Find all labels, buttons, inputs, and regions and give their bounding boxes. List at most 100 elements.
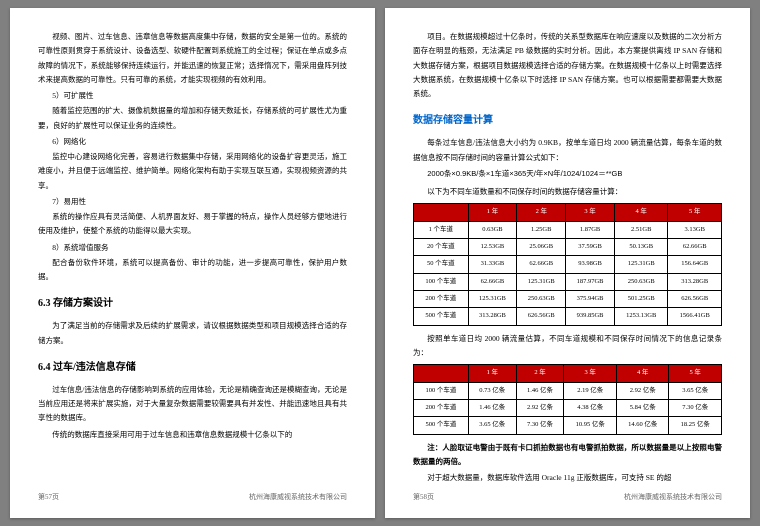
table-row: 500 个车道3.65 亿条7.30 亿条10.95 亿条14.60 亿条18.… bbox=[414, 417, 722, 434]
table-header: 5 年 bbox=[669, 365, 722, 382]
table-cell: 1566.41GB bbox=[668, 308, 722, 325]
table-cell: 2.51GB bbox=[614, 221, 668, 238]
table-header: 4 年 bbox=[616, 365, 669, 382]
table-header: 2 年 bbox=[516, 365, 564, 382]
table-cell: 2.92 亿条 bbox=[616, 382, 669, 399]
table-header: 1 年 bbox=[468, 204, 517, 221]
capacity-table-1: 1 年2 年3 年4 年5 年 1 个车道0.63GB1.25GB1.87GB2… bbox=[413, 203, 722, 325]
table-cell: 250.63GB bbox=[614, 273, 668, 290]
heading-storage: 数据存储容量计算 bbox=[413, 111, 722, 130]
para-63: 为了满足当前的存储需求及后续的扩展需求，请议根据数据类型和项目规模选择合适的存储… bbox=[38, 319, 347, 348]
table-cell: 25.06GB bbox=[517, 238, 566, 255]
table-cell: 1 个车道 bbox=[414, 221, 469, 238]
table-cell: 939.85GB bbox=[566, 308, 615, 325]
para-r3: 按照单车道日均 2000 辆流量估算，不同车道规模和不同保存时间情况下的信息记录… bbox=[413, 332, 722, 361]
table-cell: 1.87GB bbox=[566, 221, 615, 238]
table-cell: 2.19 亿条 bbox=[564, 382, 617, 399]
table-cell: 125.31GB bbox=[517, 273, 566, 290]
table-cell: 100 个车道 bbox=[414, 382, 469, 399]
table-cell: 1253.13GB bbox=[614, 308, 668, 325]
table-row: 50 个车道31.33GB62.66GB93.98GB125.31GB156.6… bbox=[414, 256, 722, 273]
table-cell: 100 个车道 bbox=[414, 273, 469, 290]
para-64b: 传统的数据库直接采用可用于过车信息和违章信息数据规模十亿条以下的 bbox=[38, 428, 347, 442]
table-cell: 250.63GB bbox=[517, 290, 566, 307]
table-header: 2 年 bbox=[517, 204, 566, 221]
table-header bbox=[414, 204, 469, 221]
table-cell: 18.25 亿条 bbox=[669, 417, 722, 434]
table-row: 20 个车道12.53GB25.06GB37.59GB50.13GB62.66G… bbox=[414, 238, 722, 255]
point-body: 系统的操作应具有灵活简便、人机界面友好、易于掌握的特点，操作人员经够方便地进行使… bbox=[38, 210, 347, 239]
table-cell: 313.28GB bbox=[668, 273, 722, 290]
table-cell: 20 个车道 bbox=[414, 238, 469, 255]
table-row: 200 个车道1.46 亿条2.92 亿条4.38 亿条5.84 亿条7.30 … bbox=[414, 399, 722, 416]
table-cell: 1.46 亿条 bbox=[468, 399, 516, 416]
table-header: 5 年 bbox=[668, 204, 722, 221]
point-body: 随着监控范围的扩大、摄像机数据量的增加和存储天数延长，存储系统的可扩展性尤为重要… bbox=[38, 104, 347, 133]
table-cell: 501.25GB bbox=[614, 290, 668, 307]
page-left: 视频、图片、过车信息、违章信息等数据高度集中存储，数据的安全是第一位的。系统的可… bbox=[10, 8, 375, 518]
table-cell: 187.97GB bbox=[566, 273, 615, 290]
capacity-table-2: 1 年2 年3 年4 年5 年 100 个车道0.73 亿条1.46 亿条2.1… bbox=[413, 364, 722, 434]
table-cell: 626.56GB bbox=[668, 290, 722, 307]
table-cell: 93.98GB bbox=[566, 256, 615, 273]
table-cell: 7.30 亿条 bbox=[516, 417, 564, 434]
table-cell: 12.53GB bbox=[468, 238, 517, 255]
table-cell: 3.65 亿条 bbox=[468, 417, 516, 434]
table-header: 3 年 bbox=[566, 204, 615, 221]
para-64a: 过车信息/违法信息的存储影响到系统的应用体验，无论是精确查询还是模糊查询，无论是… bbox=[38, 383, 347, 426]
point-title: 8）系统增值服务 bbox=[38, 241, 347, 255]
note: 注：人脸取证电警由于既有卡口抓拍数据也有电警抓拍数据，所以数据量是以上按照电警数… bbox=[413, 441, 722, 470]
table-cell: 50 个车道 bbox=[414, 256, 469, 273]
point-title: 7）易用性 bbox=[38, 195, 347, 209]
point-body: 监控中心建设网络化完善，容易进行数据集中存储，采用网络化的设备扩容更灵活，施工难… bbox=[38, 150, 347, 193]
content-left: 视频、图片、过车信息、违章信息等数据高度集中存储，数据的安全是第一位的。系统的可… bbox=[38, 30, 347, 485]
table-cell: 3.65 亿条 bbox=[669, 382, 722, 399]
page-right: 项目。在数据规模超过十亿条时，传统的关系型数据库在响应速度以及数据的二次分析方面… bbox=[385, 8, 750, 518]
point-title: 5）可扩展性 bbox=[38, 89, 347, 103]
table-cell: 4.38 亿条 bbox=[564, 399, 617, 416]
table-header: 1 年 bbox=[468, 365, 516, 382]
table-cell: 62.66GB bbox=[517, 256, 566, 273]
footer-right: 第58页 杭州海康威视系统技术有限公司 bbox=[413, 491, 722, 504]
table-header bbox=[414, 365, 469, 382]
formula: 2000条×0.9KB/条×1车道×365天/年×N年/1024/1024＝**… bbox=[413, 167, 722, 181]
table-cell: 50.13GB bbox=[614, 238, 668, 255]
content-right: 项目。在数据规模超过十亿条时，传统的关系型数据库在响应速度以及数据的二次分析方面… bbox=[413, 30, 722, 485]
table-row: 200 个车道125.31GB250.63GB375.94GB501.25GB6… bbox=[414, 290, 722, 307]
page-number: 第57页 bbox=[38, 491, 59, 504]
table-cell: 37.59GB bbox=[566, 238, 615, 255]
heading-63: 6.3 存储方案设计 bbox=[38, 294, 347, 313]
table-cell: 500 个车道 bbox=[414, 308, 469, 325]
table-cell: 1.25GB bbox=[517, 221, 566, 238]
table-cell: 0.63GB bbox=[468, 221, 517, 238]
table-cell: 1.46 亿条 bbox=[516, 382, 564, 399]
company-name: 杭州海康威视系统技术有限公司 bbox=[624, 491, 722, 504]
table-row: 500 个车道313.28GB626.56GB939.85GB1253.13GB… bbox=[414, 308, 722, 325]
table-cell: 156.64GB bbox=[668, 256, 722, 273]
footer-left: 第57页 杭州海康威视系统技术有限公司 bbox=[38, 491, 347, 504]
heading-64: 6.4 过车/违法信息存储 bbox=[38, 358, 347, 377]
table-cell: 62.66GB bbox=[468, 273, 517, 290]
point-body: 配合备份软件环境，系统可以提高备份、审计的功能，进一步提高可靠性，保护用户数据。 bbox=[38, 256, 347, 285]
company-name: 杭州海康威视系统技术有限公司 bbox=[249, 491, 347, 504]
table-header: 4 年 bbox=[614, 204, 668, 221]
table-cell: 7.30 亿条 bbox=[669, 399, 722, 416]
table-cell: 3.13GB bbox=[668, 221, 722, 238]
table-cell: 5.84 亿条 bbox=[616, 399, 669, 416]
para-r1: 每条过车信息/违法信息大小约为 0.9KB，按单车道日均 2000 辆流量估算，… bbox=[413, 136, 722, 165]
para-r4: 对于超大数据量，数据库软件选用 Oracle 11g 正版数据库，可支持 SE … bbox=[413, 471, 722, 485]
table-cell: 0.73 亿条 bbox=[468, 382, 516, 399]
table-cell: 125.31GB bbox=[468, 290, 517, 307]
table-row: 100 个车道0.73 亿条1.46 亿条2.19 亿条2.92 亿条3.65 … bbox=[414, 382, 722, 399]
para-top: 项目。在数据规模超过十亿条时，传统的关系型数据库在响应速度以及数据的二次分析方面… bbox=[413, 30, 722, 101]
table-cell: 14.60 亿条 bbox=[616, 417, 669, 434]
point-title: 6）网络化 bbox=[38, 135, 347, 149]
table-cell: 125.31GB bbox=[614, 256, 668, 273]
table-cell: 626.56GB bbox=[517, 308, 566, 325]
table-cell: 375.94GB bbox=[566, 290, 615, 307]
page-number: 第58页 bbox=[413, 491, 434, 504]
table-cell: 62.66GB bbox=[668, 238, 722, 255]
table-cell: 200 个车道 bbox=[414, 290, 469, 307]
table-row: 100 个车道62.66GB125.31GB187.97GB250.63GB31… bbox=[414, 273, 722, 290]
table-cell: 313.28GB bbox=[468, 308, 517, 325]
